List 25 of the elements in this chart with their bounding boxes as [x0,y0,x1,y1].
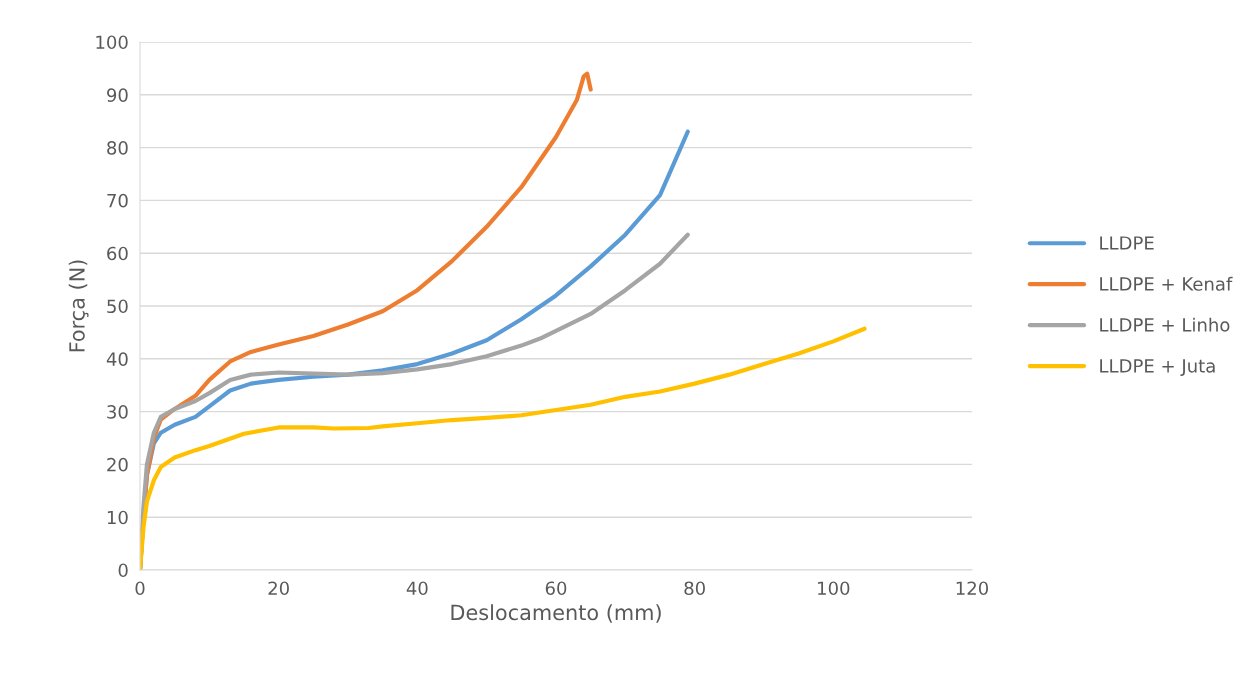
legend-label: LLDPE + Kenaf [1100,276,1233,291]
x-tick-label: 120 [956,581,989,596]
x-tick-label: 80 [684,581,705,596]
y-tick-label: 30 [107,405,128,419]
y-tick-label: 50 [107,299,128,314]
legend-label: LLDPE [1100,236,1154,250]
x-axis-title: Deslocamento (mm) [451,604,661,623]
y-tick-label: 70 [107,193,128,208]
y-tick-label: 60 [107,246,128,261]
line-series [140,326,867,570]
y-tick-label: 0 [118,563,128,578]
x-tick-label: 0 [135,581,145,596]
y-tick-label: 90 [107,88,128,102]
y-axis-title: Força (N) [68,260,89,352]
x-tick-label: 20 [268,581,289,596]
x-tick-label: 60 [545,581,567,596]
y-tick-label: 40 [106,352,128,366]
legend-label: LLDPE + Linho [1100,317,1230,332]
y-tick-label: 100 [96,35,128,50]
x-tick-label: 100 [818,581,850,596]
y-tick-label: 10 [107,510,128,525]
legend-label: LLDPE + Juta [1100,359,1215,377]
y-tick-label: 80 [107,141,128,155]
y-tick-label: 20 [107,457,128,472]
x-tick-label: 40 [406,581,428,596]
